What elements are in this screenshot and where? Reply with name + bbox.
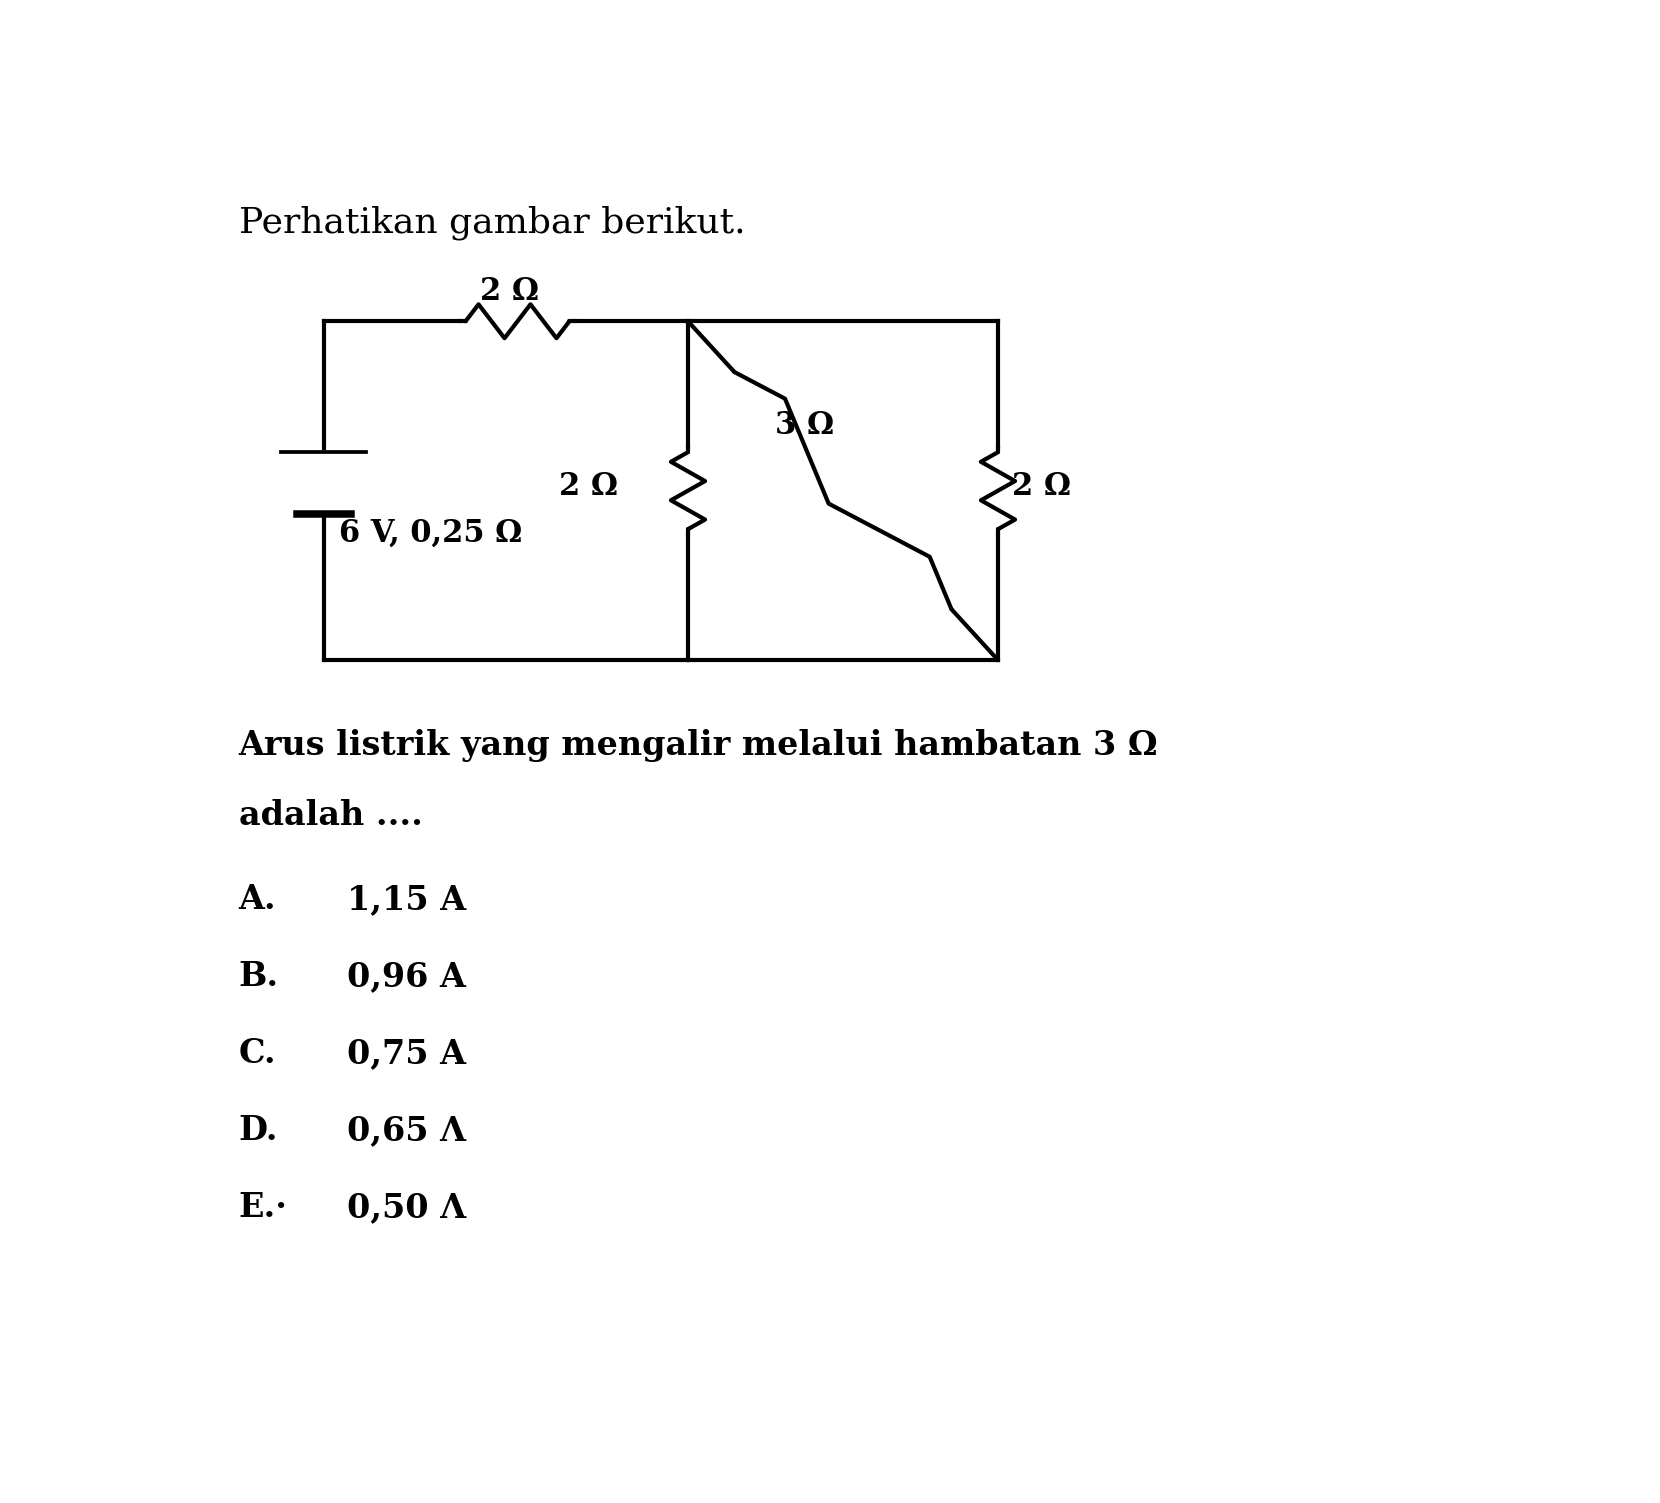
- Text: E.·: E.·: [239, 1192, 287, 1225]
- Text: 2 Ω: 2 Ω: [1013, 472, 1071, 502]
- Text: 2 Ω: 2 Ω: [480, 277, 540, 308]
- Text: 3 Ω: 3 Ω: [775, 410, 833, 440]
- Text: 0,50 Λ: 0,50 Λ: [347, 1192, 466, 1225]
- Text: C.: C.: [239, 1037, 276, 1070]
- Text: 1,15 A: 1,15 A: [347, 884, 466, 917]
- Text: 0,75 A: 0,75 A: [347, 1037, 466, 1070]
- Text: B.: B.: [239, 960, 279, 993]
- Text: 0,96 A: 0,96 A: [347, 960, 466, 993]
- Text: 6 V, 0,25 Ω: 6 V, 0,25 Ω: [339, 517, 523, 549]
- Text: A.: A.: [239, 884, 276, 917]
- Text: 0,65 Λ: 0,65 Λ: [347, 1114, 466, 1147]
- Text: adalah ....: adalah ....: [239, 798, 422, 831]
- Text: Arus listrik yang mengalir melalui hambatan 3 Ω: Arus listrik yang mengalir melalui hamba…: [239, 729, 1159, 762]
- Text: D.: D.: [239, 1114, 277, 1147]
- Text: 2 Ω: 2 Ω: [559, 472, 618, 502]
- Text: Perhatikan gambar berikut.: Perhatikan gambar berikut.: [239, 206, 745, 240]
